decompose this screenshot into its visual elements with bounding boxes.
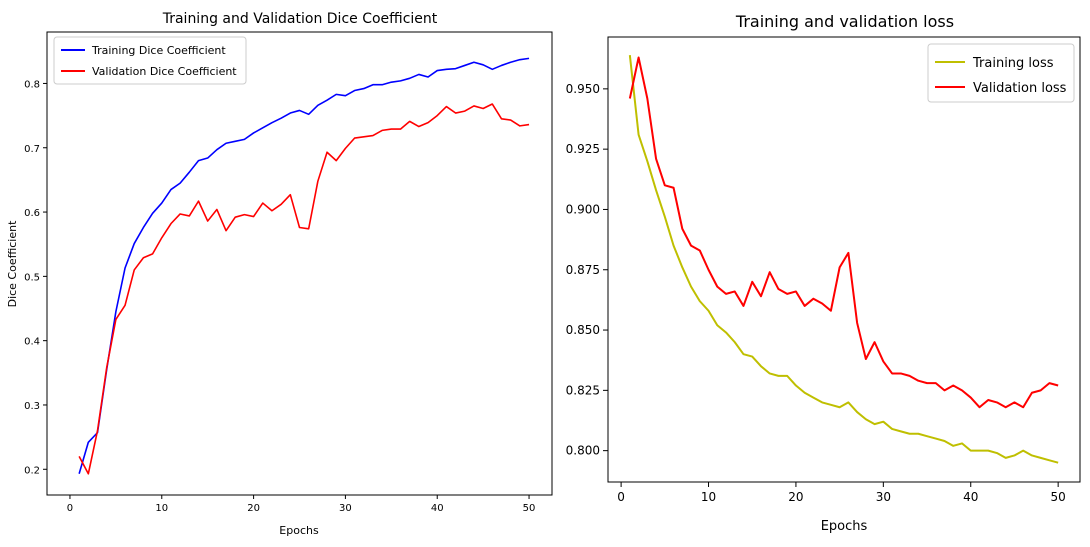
- legend: Training loss Validation loss: [927, 43, 1075, 103]
- loss-chart: Training and validation loss 0 10 20 30 40 50…: [566, 12, 1081, 534]
- legend-label-training: Training Dice Coefficient: [91, 44, 226, 57]
- y-tick-label: 0.7: [24, 144, 40, 155]
- x-tick-label: 0: [67, 503, 73, 514]
- dice-coefficient-chart: Training and Validation Dice Coefficient…: [6, 11, 553, 537]
- y-tick-label: 0.6: [24, 208, 40, 219]
- y-axis: 0.2 0.3 0.4 0.5 0.6 0.7 0.8: [24, 79, 47, 476]
- series-line-validation: [78, 103, 530, 475]
- y-axis-label: Dice Coefficient: [6, 220, 19, 307]
- x-axis: 0 10 20 30 40 50: [617, 482, 1066, 504]
- y-tick-label: 0.8: [24, 79, 40, 90]
- y-tick-label: 0.800: [566, 444, 600, 458]
- x-tick-label: 20: [247, 503, 260, 514]
- y-tick-label: 0.900: [566, 202, 600, 216]
- x-tick-label: 10: [155, 503, 168, 514]
- legend-frame: [53, 36, 247, 85]
- x-tick-label: 50: [1051, 490, 1066, 504]
- y-tick-label: 0.950: [566, 82, 600, 96]
- series-line-training: [78, 57, 530, 475]
- y-tick-label: 0.850: [566, 323, 600, 337]
- x-tick-label: 20: [788, 490, 803, 504]
- y-tick-label: 0.3: [24, 401, 40, 412]
- y-tick-label: 0.925: [566, 142, 600, 156]
- legend-label-validation: Validation Dice Coefficient: [92, 65, 237, 78]
- y-tick-label: 0.825: [566, 383, 600, 397]
- x-tick-label: 0: [617, 490, 625, 504]
- series-line-validation: [628, 56, 1059, 409]
- y-tick-label: 0.5: [24, 272, 40, 283]
- chart-title: Training and Validation Dice Coefficient: [162, 11, 438, 27]
- y-tick-label: 0.875: [566, 263, 600, 277]
- x-axis-label: Epochs: [821, 519, 868, 534]
- x-tick-label: 40: [431, 503, 444, 514]
- legend-label-validation: Validation loss: [973, 81, 1067, 96]
- x-axis: 0 10 20 30 40 50: [67, 495, 536, 514]
- x-tick-label: 30: [339, 503, 352, 514]
- x-tick-label: 10: [701, 490, 716, 504]
- legend: Training Dice Coefficient Validation Dic…: [53, 36, 247, 85]
- series-lines: [628, 54, 1059, 464]
- x-tick-label: 50: [523, 503, 536, 514]
- chart-title: Training and validation loss: [735, 12, 954, 31]
- y-tick-label: 0.2: [24, 465, 40, 476]
- x-tick-label: 30: [876, 490, 891, 504]
- x-axis-label: Epochs: [279, 524, 319, 537]
- legend-label-training: Training loss: [972, 56, 1054, 71]
- series-line-training: [628, 54, 1059, 464]
- x-tick-label: 40: [963, 490, 978, 504]
- y-tick-label: 0.4: [24, 337, 40, 348]
- plot-area: [607, 36, 1081, 483]
- y-axis: 0.800 0.825 0.850 0.875 0.900 0.925 0.950: [566, 82, 608, 458]
- plot-area: [46, 31, 553, 496]
- series-lines: [78, 57, 530, 475]
